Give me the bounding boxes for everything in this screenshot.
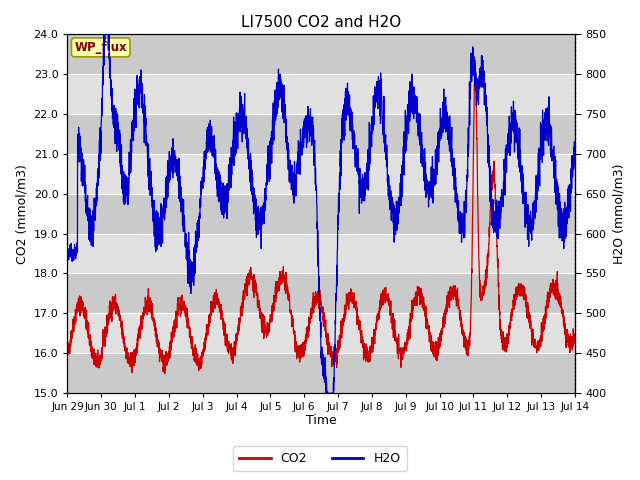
Text: WP_flux: WP_flux: [74, 41, 127, 54]
Title: LI7500 CO2 and H2O: LI7500 CO2 and H2O: [241, 15, 401, 30]
Bar: [67, 34, 575, 74]
Bar: [67, 274, 575, 313]
Bar: [67, 114, 575, 154]
Y-axis label: CO2 (mmol/m3): CO2 (mmol/m3): [15, 164, 28, 264]
Bar: [67, 353, 575, 393]
Legend: CO2, H2O: CO2, H2O: [233, 446, 407, 471]
Bar: [67, 193, 575, 234]
Y-axis label: H2O (mmol/m3): H2O (mmol/m3): [612, 163, 625, 264]
X-axis label: Time: Time: [306, 414, 337, 427]
